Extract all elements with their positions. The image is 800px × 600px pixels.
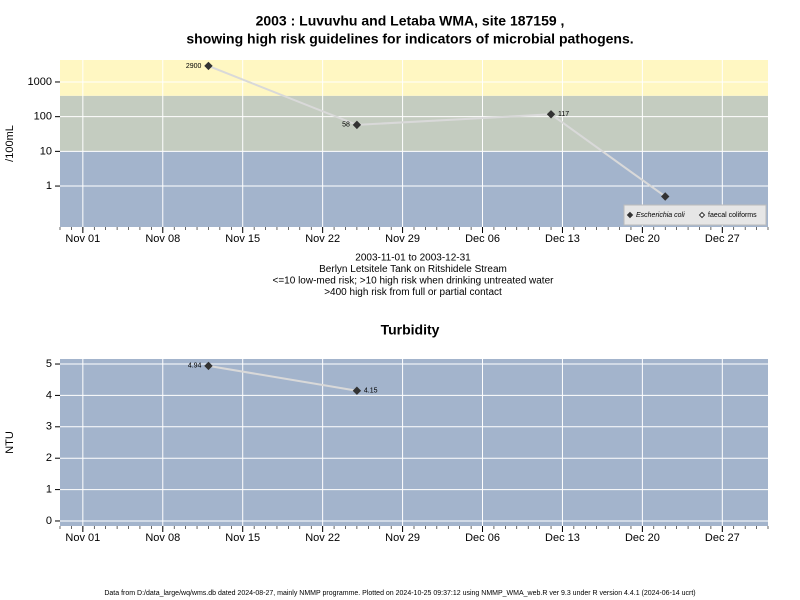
x-tick-label: Dec 20 [625,233,660,245]
series-line [208,65,666,198]
x-tick-label: Nov 01 [65,233,100,245]
data-point [204,361,213,371]
y-tick-label: 10 [40,145,52,157]
y-tick-label: 3 [46,421,52,433]
data-label: 117 [558,111,569,118]
risk-band [60,95,768,152]
x-tick-label: Nov 15 [225,233,260,245]
data-label: 2900 [186,63,202,70]
legend-box [623,204,767,226]
x-tick-label: Dec 06 [465,532,500,544]
x-tick-label: Nov 22 [305,532,340,544]
data-label: 4.94 [188,363,202,370]
x-tick-label: Nov 08 [145,532,180,544]
y-tick-label: 2 [46,452,52,464]
data-point [352,386,362,395]
chart-title: Turbidity [381,322,440,338]
chart-title: showing high risk guidelines for indicat… [186,31,633,47]
data-point [546,110,556,119]
y-tick-label: 100 [34,111,52,123]
x-tick-label: Dec 06 [465,233,500,245]
x-tick-label: Nov 08 [145,233,180,245]
y-axis-label: /100mL [4,125,16,162]
chart-title: 2003 : Luvuvhu and Letaba WMA, site 1871… [256,13,565,29]
chart-note: >400 high risk from full or partial cont… [324,287,502,298]
data-label: 4.15 [364,388,378,395]
x-tick-label: Nov 29 [385,233,420,245]
x-tick-label: Nov 29 [385,532,420,544]
x-tick-label: Dec 27 [705,233,740,245]
legend-marker [626,211,634,219]
x-tick-label: Dec 20 [625,532,660,544]
x-tick-label: Dec 27 [705,532,740,544]
x-tick-label: Dec 13 [545,532,580,544]
y-tick-label: 4 [46,389,52,401]
legend-marker [698,211,706,219]
series-line [208,364,358,392]
data-point [661,192,670,201]
x-tick-label: Nov 15 [225,532,260,544]
chart-note: <=10 low-med risk; >10 high risk when dr… [273,276,555,287]
y-tick-label: 1000 [28,76,52,88]
data-point [204,61,213,71]
x-tick-label: Nov 22 [305,233,340,245]
data-label: 58 [342,122,350,129]
x-tick-label: Nov 01 [65,532,100,544]
y-tick-label: 0 [46,515,52,527]
x-tick-label: Dec 13 [545,233,580,245]
y-tick-label: 1 [46,180,52,192]
footer: Data from D:/data_large/wq/wms.db dated … [104,590,695,597]
chart-note: Berlyn Letsitele Tank on Ritshidele Stre… [319,264,507,275]
y-axis-label: NTU [4,431,16,454]
data-point [352,120,362,130]
legend-label: faecal coliforms [708,212,757,219]
y-tick-label: 1 [46,483,52,495]
chart-note: 2003-11-01 to 2003-12-31 [355,253,471,264]
risk-band [60,359,768,526]
legend-label: Escherichia coli [636,212,685,219]
y-tick-label: 5 [46,358,52,370]
risk-band [60,60,768,96]
